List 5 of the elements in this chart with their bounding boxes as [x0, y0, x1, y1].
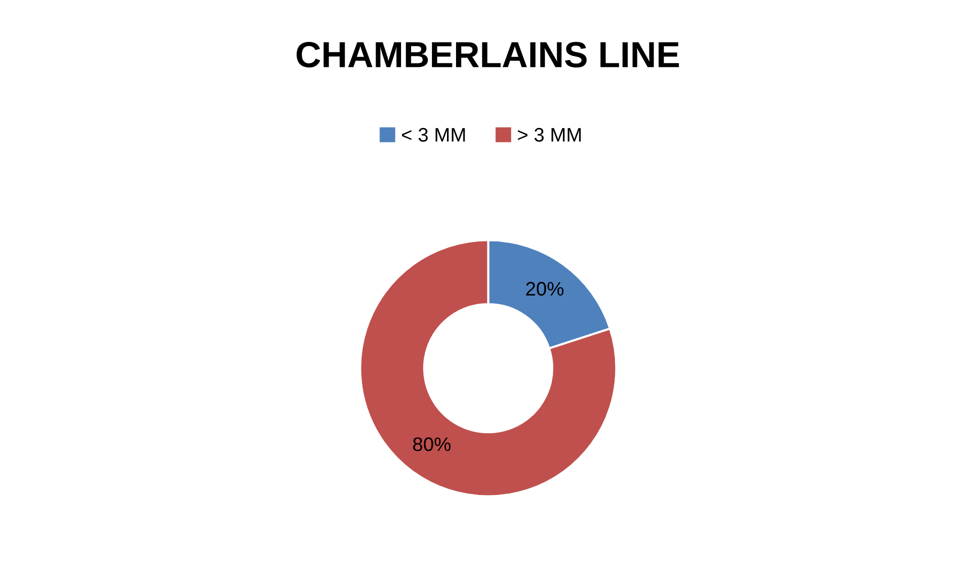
data-label: 20% [526, 282, 564, 296]
legend-label: > 3 MM [518, 128, 581, 142]
chart-title: CHAMBERLAINS LINE [296, 42, 679, 68]
legend-label: < 3 MM [402, 128, 465, 142]
data-label: 80% [413, 437, 451, 452]
